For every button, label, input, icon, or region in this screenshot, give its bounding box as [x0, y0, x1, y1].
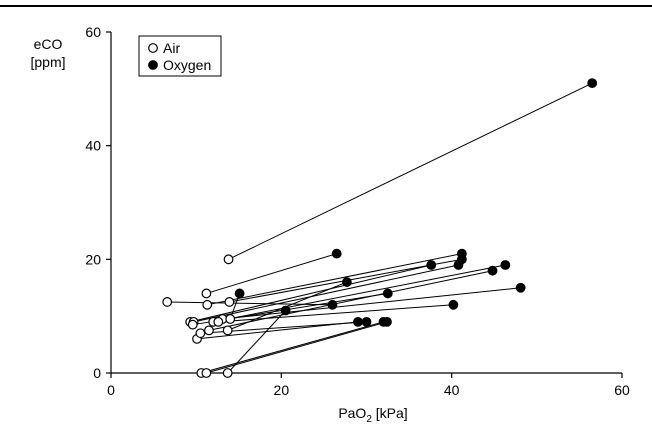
y-axis-label-line1: eCO — [34, 36, 63, 52]
pair-line-17 — [206, 321, 388, 374]
oxygen-point-1 — [331, 248, 342, 259]
oxygen-point-11 — [515, 282, 526, 293]
air-point-15 — [195, 328, 206, 339]
x-tick-label: 20 — [274, 382, 290, 398]
pair-line-7 — [213, 264, 506, 323]
pair-line-0 — [228, 82, 593, 260]
legend: Air Oxygen — [138, 35, 222, 77]
y-tick-label: 40 — [85, 138, 101, 154]
pair-line-6 — [193, 264, 459, 323]
x-axis-label-sub: 2 — [366, 414, 372, 425]
pair-line-2 — [207, 253, 462, 306]
pair-line-13 — [218, 304, 454, 323]
oxygen-point-17 — [382, 316, 392, 327]
x-tick-label: 40 — [444, 382, 460, 398]
air-point-10 — [187, 319, 198, 330]
oxygen-point-0 — [587, 78, 598, 89]
oxygen-point-10 — [382, 288, 393, 299]
oxygen-point-5 — [426, 260, 437, 270]
x-axis-label: PaO2 [kPa] — [338, 405, 407, 425]
air-point-3 — [224, 297, 235, 307]
legend-oxygen-label: Oxygen — [163, 57, 211, 73]
pair-line-9 — [208, 270, 493, 331]
air-point-13 — [213, 316, 224, 327]
oxygen-point-15 — [361, 316, 372, 327]
oxygen-point-18 — [280, 305, 291, 316]
legend-oxygen-marker — [148, 60, 158, 70]
pair-line-5 — [190, 264, 432, 323]
data-points — [162, 78, 598, 378]
air-point-12 — [225, 314, 236, 324]
y-tick-label: 60 — [85, 24, 101, 40]
air-point-8 — [222, 325, 233, 336]
y-tick-label: 0 — [93, 365, 101, 381]
oxygen-point-7 — [500, 260, 511, 270]
air-point-1 — [201, 288, 212, 299]
oxygen-point-14 — [353, 316, 363, 327]
x-axis-label-unit: [kPa] — [372, 405, 408, 421]
air-point-9 — [204, 325, 214, 336]
oxygen-point-6 — [453, 260, 464, 270]
legend-air-marker — [148, 43, 158, 53]
legend-air-label: Air — [163, 40, 180, 56]
pair-line-16 — [201, 321, 384, 374]
oxygen-point-13 — [448, 299, 459, 310]
top-rule — [0, 5, 652, 7]
axes: 0 20 40 60 0 20 40 60 — [85, 24, 630, 398]
air-point-0 — [223, 254, 234, 265]
air-point-4 — [162, 297, 173, 307]
y-tick-label: 20 — [85, 251, 101, 267]
pair-line-18 — [227, 310, 286, 374]
oxygen-point-8 — [342, 277, 352, 287]
x-axis-label-main: PaO — [338, 405, 366, 421]
oxygen-point-9 — [487, 265, 498, 276]
oxygen-point-4 — [327, 299, 338, 310]
pair-line-1 — [206, 253, 337, 294]
air-point-2 — [202, 299, 213, 310]
air-point-17 — [201, 368, 212, 378]
x-tick-label: 60 — [614, 382, 630, 398]
air-point-18 — [222, 368, 233, 378]
x-tick-label: 0 — [107, 382, 115, 398]
oxygen-point-12 — [234, 288, 245, 299]
pair-line-11 — [222, 287, 521, 320]
y-axis-label-line2: [ppm] — [30, 54, 65, 70]
